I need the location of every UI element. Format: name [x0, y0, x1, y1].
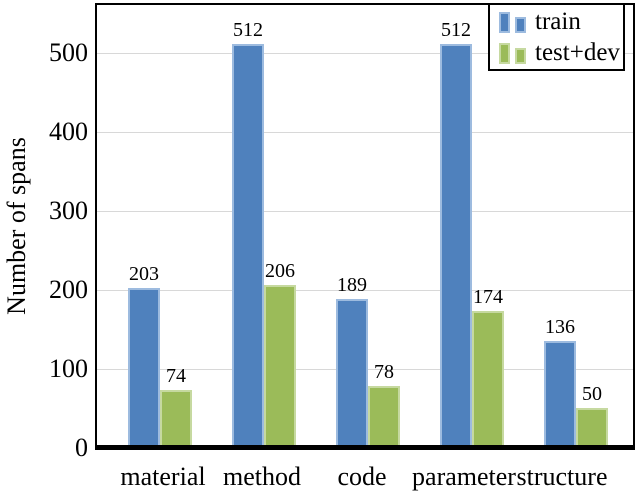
- legend-item-test+dev: test+dev: [499, 39, 623, 67]
- plot-area: train test+dev 203 512 189 512 136 74 206 78 174 5…: [95, 3, 635, 450]
- bar-test+dev-structure: [576, 408, 608, 448]
- gridline-300: [97, 211, 633, 212]
- gridline-400: [97, 132, 633, 133]
- bar-value-label-test+dev-material: 74: [166, 365, 186, 387]
- x-category-label-code: code: [337, 462, 387, 491]
- y-tick-label-500: 500: [49, 38, 88, 67]
- legend-label-train: train: [535, 7, 581, 35]
- bar-train-structure: [544, 341, 576, 448]
- legend-item-train: train: [499, 8, 623, 36]
- x-axis-line: [97, 445, 633, 448]
- bar-train-parameter: [440, 44, 472, 448]
- legend-marker-test+dev-icon: [499, 41, 526, 64]
- bar-value-label-train-structure: 136: [545, 316, 575, 338]
- bar-train-code: [336, 299, 368, 448]
- y-tick-label-100: 100: [49, 354, 88, 383]
- bar-value-label-test+dev-code: 78: [374, 361, 394, 383]
- y-tick-label-300: 300: [49, 196, 88, 225]
- bar-value-label-train-method: 512: [233, 19, 263, 41]
- bar-value-label-test+dev-structure: 50: [582, 383, 602, 405]
- bar-test+dev-parameter: [472, 311, 504, 448]
- bar-test+dev-code: [368, 386, 400, 448]
- legend-marker-bar: [499, 43, 510, 64]
- legend-marker-train-icon: [499, 10, 526, 33]
- bar-test+dev-material: [160, 390, 192, 448]
- x-category-label-material: material: [120, 462, 206, 491]
- y-tick-label-200: 200: [49, 275, 88, 304]
- legend-marker-bar: [515, 17, 526, 33]
- bar-train-method: [232, 44, 264, 448]
- legend-marker-bar: [499, 12, 510, 33]
- bar-value-label-train-material: 203: [129, 263, 159, 285]
- bar-train-material: [128, 288, 160, 448]
- bar-test+dev-method: [264, 285, 296, 448]
- bar-value-label-train-code: 189: [337, 274, 367, 296]
- x-category-label-structure: structure: [516, 462, 608, 491]
- gridline-500: [97, 53, 633, 54]
- bar-value-label-test+dev-method: 206: [265, 260, 295, 282]
- legend-marker-bar: [515, 48, 526, 64]
- x-category-label-method: method: [223, 462, 301, 491]
- legend: train test+dev: [488, 3, 625, 71]
- y-tick-label-0: 0: [75, 433, 88, 462]
- x-category-label-parameter: parameter: [412, 462, 516, 491]
- y-tick-label-400: 400: [49, 117, 88, 146]
- legend-label-test+dev: test+dev: [535, 38, 620, 66]
- bar-value-label-test+dev-parameter: 174: [473, 286, 503, 308]
- bar-value-label-train-parameter: 512: [441, 19, 471, 41]
- gridline-200: [97, 290, 633, 291]
